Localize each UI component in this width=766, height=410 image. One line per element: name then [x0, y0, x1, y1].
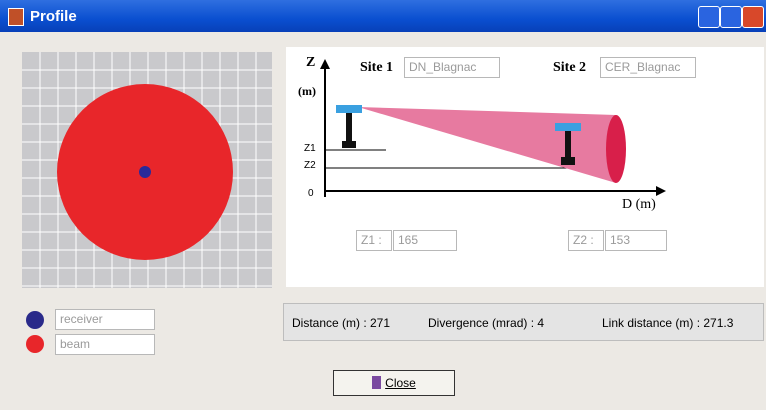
z1-tick: Z1 — [304, 143, 316, 154]
beam-label: beam — [55, 334, 155, 355]
site2-field[interactable]: CER_Blagnac — [600, 57, 696, 78]
close-window-button[interactable] — [742, 6, 764, 28]
site1-field[interactable]: DN_Blagnac — [404, 57, 500, 78]
app-icon — [8, 8, 24, 26]
receiver-label: receiver — [55, 309, 155, 330]
close-button-label: Close — [385, 376, 416, 390]
title-bar: Profile — [0, 0, 766, 32]
z2-tick: Z2 — [304, 160, 316, 171]
close-button[interactable]: Close — [333, 370, 455, 396]
d-axis-label: D (m) — [622, 197, 656, 212]
z2-field[interactable]: 153 — [605, 230, 667, 251]
divergence: Divergence (mrad) : 4 — [428, 316, 545, 330]
maximize-button[interactable] — [720, 6, 742, 28]
door-icon — [372, 376, 382, 389]
z2-label: Z2 : — [568, 230, 604, 251]
beam-view — [22, 52, 272, 288]
distance: Distance (m) : 271 — [292, 316, 391, 330]
receiver-swatch — [26, 311, 44, 329]
link-distance: Link distance (m) : 271.3 — [602, 316, 734, 330]
z-unit: (m) — [298, 84, 316, 98]
minimize-button[interactable] — [698, 6, 720, 28]
site1-label: Site 1 — [360, 60, 394, 75]
beam-swatch — [26, 335, 44, 353]
origin-label: 0 — [308, 188, 314, 199]
z1-label: Z1 : — [356, 230, 392, 251]
z-axis-label: Z — [306, 55, 316, 70]
info-panel: Distance (m) : 271 Divergence (mrad) : 4… — [283, 303, 764, 341]
z1-field[interactable]: 165 — [393, 230, 457, 251]
site2-label: Site 2 — [553, 60, 587, 75]
profile-diagram — [320, 59, 666, 197]
window-title: Profile — [30, 8, 77, 25]
